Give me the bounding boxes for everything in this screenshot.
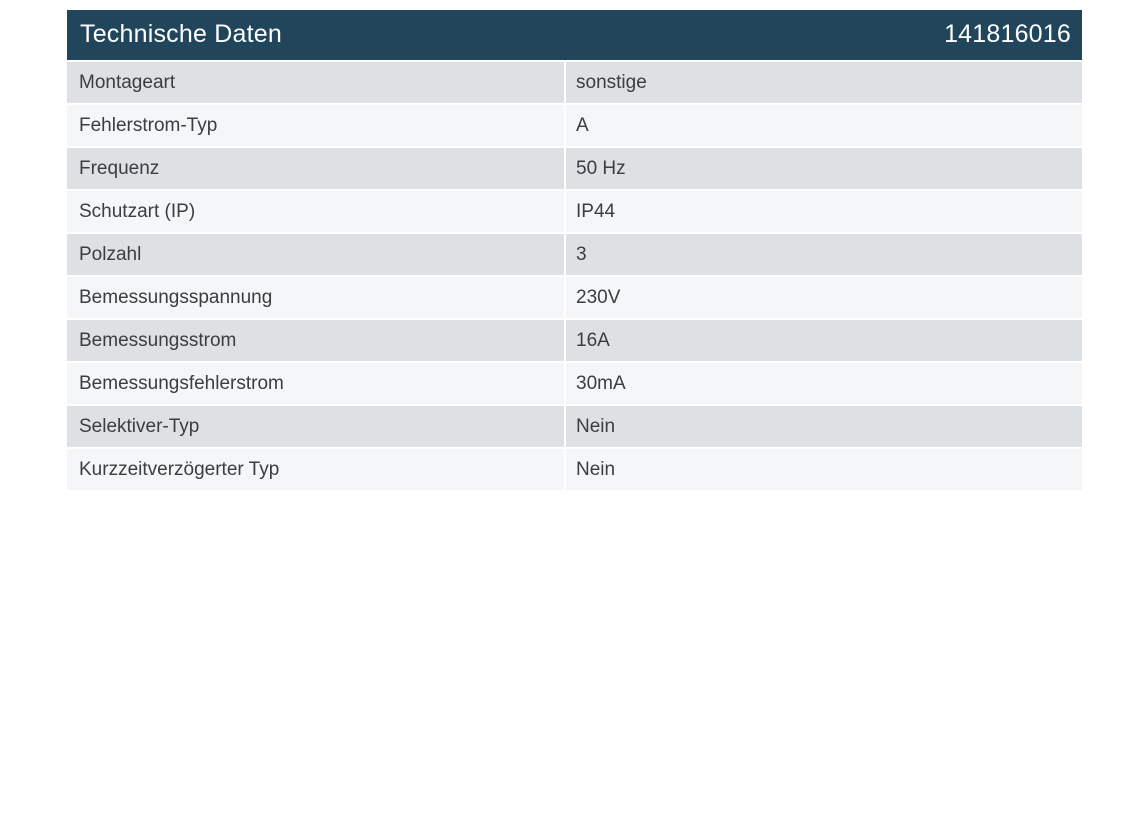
technical-data-table: Technische Daten 141816016 Montageart so…: [67, 10, 1082, 492]
row-label: Montageart: [67, 62, 566, 103]
row-label: Bemessungsfehlerstrom: [67, 363, 566, 404]
row-label: Schutzart (IP): [67, 191, 566, 232]
row-value: 3: [576, 243, 587, 265]
row-label: Frequenz: [67, 148, 566, 189]
row-value: 30mA: [576, 372, 626, 394]
table-row: Frequenz 50 Hz: [67, 148, 1082, 191]
table-row: Schutzart (IP) IP44: [67, 191, 1082, 234]
row-value: sonstige: [576, 71, 647, 93]
row-label: Polzahl: [67, 234, 566, 275]
table-row: Selektiver-Typ Nein: [67, 406, 1082, 449]
row-label: Kurzzeitverzögerter Typ: [67, 449, 566, 490]
row-value: A: [576, 114, 589, 136]
table-header: Technische Daten 141816016: [67, 10, 1082, 62]
table-row: Kurzzeitverzögerter Typ Nein: [67, 449, 1082, 492]
table-title: Technische Daten: [80, 19, 282, 48]
row-label: Bemessungsspannung: [67, 277, 566, 318]
row-value: Nein: [576, 458, 616, 480]
table-row: Bemessungsfehlerstrom 30mA: [67, 363, 1082, 406]
table-row: Bemessungsspannung 230V: [67, 277, 1082, 320]
row-value: 50 Hz: [576, 157, 626, 179]
row-value: Nein: [576, 415, 616, 437]
table-row: Montageart sonstige: [67, 62, 1082, 105]
row-label: Fehlerstrom-Typ: [67, 105, 566, 146]
row-label: Bemessungsstrom: [67, 320, 566, 361]
row-value: 230V: [576, 286, 621, 308]
table-row: Bemessungsstrom 16A: [67, 320, 1082, 363]
row-value: 16A: [576, 329, 610, 351]
article-number: 141816016: [944, 19, 1071, 48]
table-row: Polzahl 3: [67, 234, 1082, 277]
row-label: Selektiver-Typ: [67, 406, 566, 447]
table-row: Fehlerstrom-Typ A: [67, 105, 1082, 148]
row-value: IP44: [576, 200, 616, 222]
